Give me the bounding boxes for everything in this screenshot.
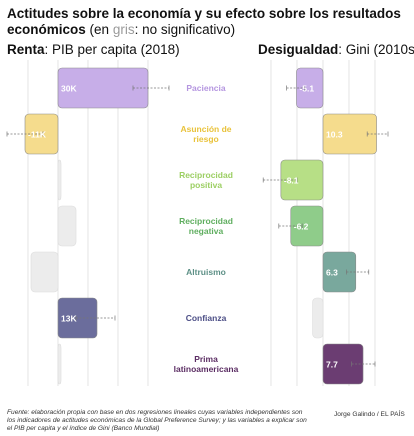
category-label-paciencia: Paciencia xyxy=(186,83,225,93)
gini-value-label-paciencia: -5.1 xyxy=(299,84,314,94)
category-label-reciprocidad-negativa: Reciprocidad negativa xyxy=(179,216,233,236)
gini-bar-altruismo xyxy=(322,251,357,293)
right-panel-title: Desigualdad: Gini (2010s) xyxy=(258,42,414,57)
renta-bar-prima-latinoamericana xyxy=(57,343,62,385)
category-label-prima-latinoamericana: Prima latinoamericana xyxy=(174,354,239,374)
renta-bar-reciprocidad-positiva xyxy=(57,159,62,201)
category-label-altruismo: Altruismo xyxy=(186,267,226,277)
gini-value-label-reciprocidad-negativa: -6.2 xyxy=(294,222,309,232)
gini-value-label-prima-latinoamericana: 7.7 xyxy=(326,360,338,370)
source-note: Fuente: elaboración propia con base en d… xyxy=(7,409,307,433)
gini-bar-paciencia xyxy=(296,67,324,109)
renta-bar-reciprocidad-negativa xyxy=(57,205,77,247)
renta-bar-altruismo xyxy=(30,251,59,293)
renta-value-label-asuncion-de-riesgo: -11K xyxy=(28,130,47,140)
renta-value-label-confianza: 13K xyxy=(61,314,77,324)
title-gray-word: gris xyxy=(112,22,135,37)
gini-value-label-reciprocidad-positiva: -8.1 xyxy=(284,176,299,186)
category-label-reciprocidad-positiva: Reciprocidad positiva xyxy=(179,170,233,190)
chart-title: Actitudes sobre la economía y su efecto … xyxy=(7,6,401,37)
chart-area: 30K -11K 13K -5.1 10.3 -8.1 -6.2 6.3 7.7 Pacienci… xyxy=(6,60,389,386)
left-panel-title: Renta: PIB per capita (2018) xyxy=(7,42,180,57)
title-note: (en gris: no significativo) xyxy=(89,22,236,37)
gini-value-label-asuncion-de-riesgo: 10.3 xyxy=(326,130,343,140)
gini-bar-asuncion-de-riesgo xyxy=(322,113,377,155)
gini-value-label-altruismo: 6.3 xyxy=(326,268,338,278)
category-label-confianza: Confianza xyxy=(186,313,227,323)
category-label-asuncion-de-riesgo: Asunción de riesgo xyxy=(180,124,231,144)
byline: Jorge Galindo / EL PAÍS xyxy=(334,411,405,418)
renta-value-label-paciencia: 30K xyxy=(61,84,77,94)
gini-bar-confianza xyxy=(312,297,324,339)
